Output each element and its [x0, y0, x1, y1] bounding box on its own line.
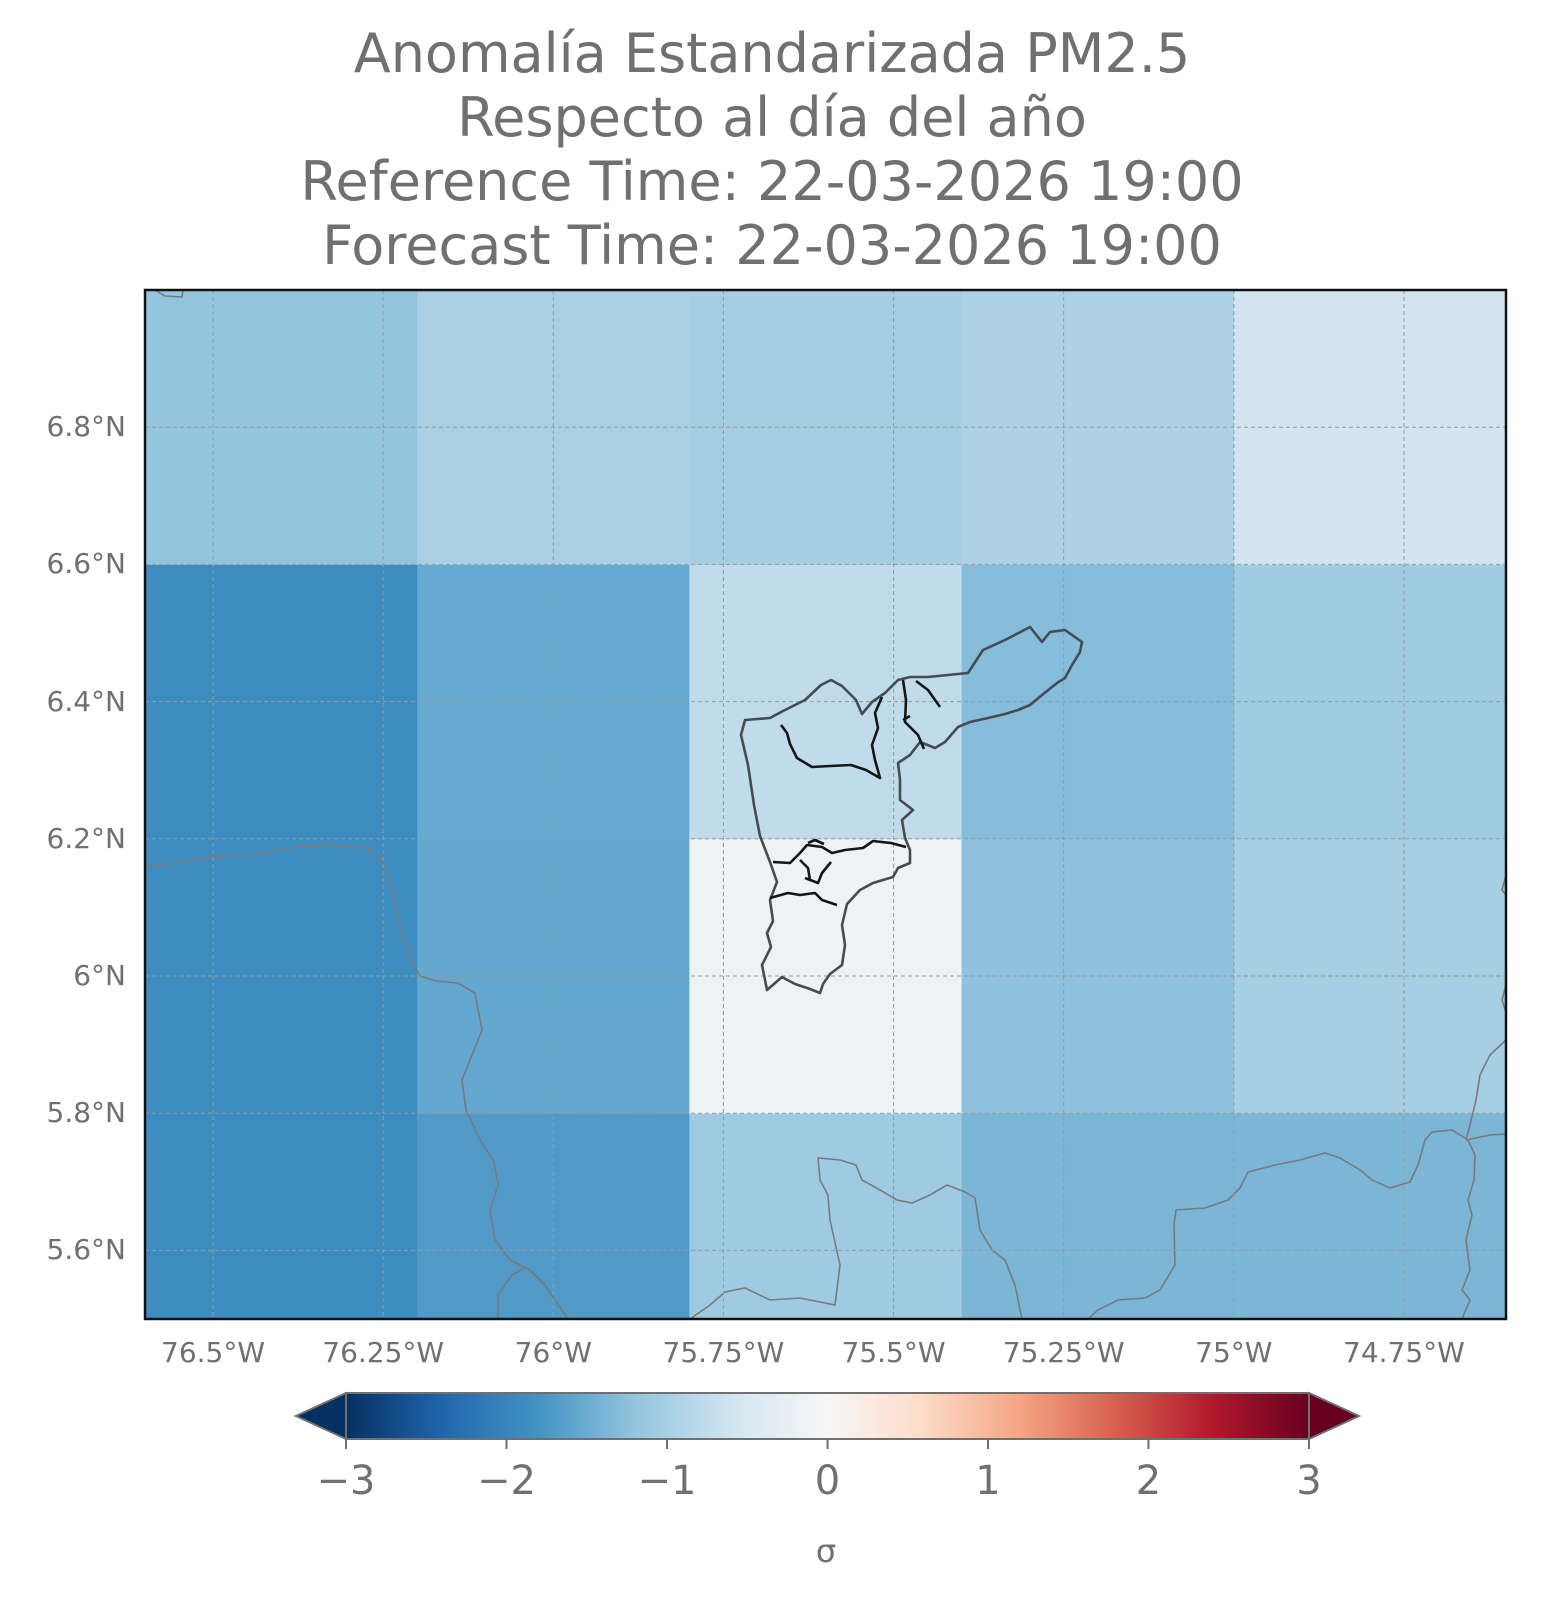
lon-tick-label: 75.25°W — [1002, 1336, 1125, 1369]
lat-tick-label: 6°N — [73, 959, 126, 992]
dept-boundary-east — [1087, 1129, 1476, 1319]
internal-boundary-north — [779, 696, 884, 780]
lon-tick-label: 75°W — [1195, 1336, 1273, 1369]
lat-tick-label: 6.2°N — [46, 821, 126, 855]
anomaly-cell — [689, 1113, 963, 1319]
colorbar-tick-label: −3 — [316, 1458, 376, 1504]
lat-tick-label: 6.6°N — [46, 547, 126, 581]
colorbar-tick-label: −2 — [477, 1458, 536, 1504]
colorbar-tick-label: 0 — [814, 1458, 841, 1504]
title-line-1: Anomalía Estandarizada PM2.5 — [353, 22, 1191, 85]
colorbar-tick-label: −1 — [637, 1458, 697, 1504]
title-line-3: Reference Time: 22-03-2026 19:00 — [300, 150, 1244, 213]
anomaly-cell — [145, 1113, 418, 1319]
dept-boundary-northeast — [1465, 1039, 1506, 1141]
map-frame — [143, 288, 1508, 1321]
colorbar — [293, 1391, 1362, 1449]
title-line-2: Respecto al día del año — [457, 86, 1087, 149]
colorbar-unit-label: σ — [815, 1532, 837, 1570]
colorbar-extend-right — [1308, 1391, 1362, 1441]
colorbar-tick-label: 2 — [1135, 1458, 1162, 1504]
lat-tick-label: 5.6°N — [46, 1233, 126, 1267]
lat-tick-label: 6.8°N — [46, 410, 126, 444]
anomaly-cell — [1233, 1113, 1506, 1319]
lon-tick-label: 76°W — [514, 1336, 592, 1369]
title-line-4: Forecast Time: 22-03-2026 19:00 — [322, 214, 1222, 277]
colorbar-gradient — [346, 1393, 1309, 1439]
country-boundary-west — [145, 844, 569, 1319]
lat-tick-label: 6.4°N — [46, 684, 126, 718]
edge-boundary-east — [1501, 874, 1506, 1013]
lon-tick-label: 75.5°W — [841, 1336, 946, 1369]
map-title: Anomalía Estandarizada PM2.5 Respecto al… — [0, 22, 1544, 278]
anomaly-cell — [961, 1113, 1235, 1319]
lon-tick-label: 74.75°W — [1343, 1336, 1465, 1369]
edge-boundary-northwest — [154, 290, 184, 298]
lon-tick-label: 75.75°W — [662, 1336, 785, 1369]
colorbar-tick-label: 3 — [1296, 1458, 1322, 1504]
dept-boundary-south — [689, 1157, 1023, 1319]
outer-boundary — [739, 625, 1084, 995]
internal-boundary-center — [769, 838, 907, 907]
colorbar-tick-label: 1 — [975, 1458, 1001, 1504]
lon-tick-label: 76.5°W — [161, 1336, 266, 1369]
lon-tick-label: 76.25°W — [322, 1336, 445, 1369]
coastline-boundaries — [145, 290, 1506, 1319]
river-west — [497, 1267, 526, 1319]
metro-boundaries — [739, 625, 1084, 995]
anomaly-grid — [145, 290, 1506, 1319]
gridlines — [145, 290, 1506, 1319]
internal-boundary-ne — [901, 679, 942, 750]
colorbar-extend-left — [293, 1391, 347, 1441]
lat-tick-label: 5.8°N — [46, 1096, 126, 1130]
